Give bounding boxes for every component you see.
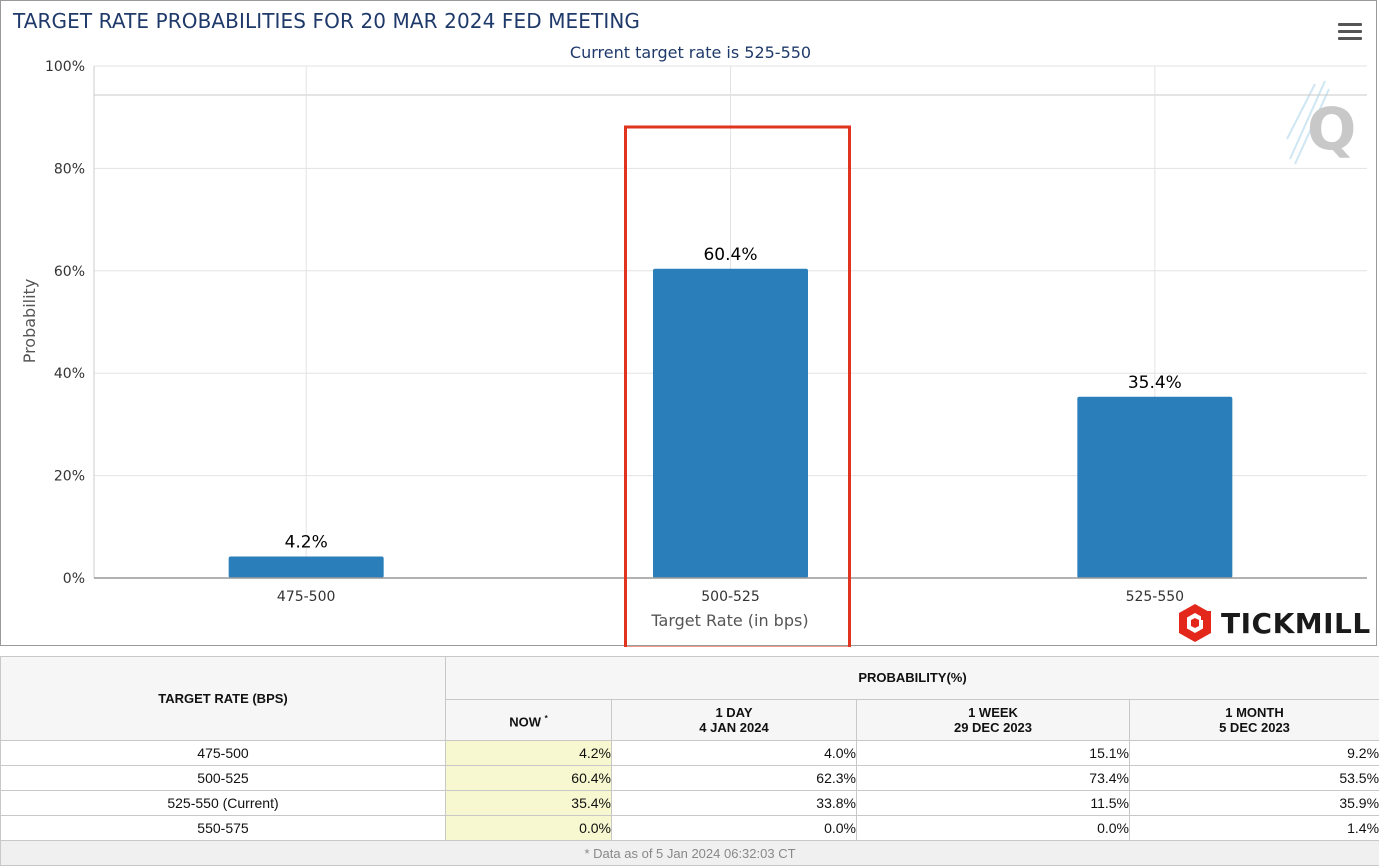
header-1-month: 1 MONTH 5 DEC 2023 [1128, 698, 1379, 741]
x-tick-label: 500-525 [701, 589, 760, 605]
now-cell: 0.0% [445, 815, 612, 841]
one-day-cell: 33.8% [611, 790, 857, 816]
now-cell: 60.4% [445, 765, 612, 791]
table-row: 525-550 (Current) 35.4% 33.8% 11.5% 35.9… [0, 790, 1379, 816]
now-cell: 4.2% [445, 740, 612, 766]
watermark-letter: Q [1307, 95, 1355, 163]
header-probability: PROBABILITY(%) [444, 656, 1379, 700]
table-row: 550-575 0.0% 0.0% 0.0% 1.4% [0, 815, 1379, 841]
chart-panel: TARGET RATE PROBABILITIES FOR 20 MAR 202… [0, 0, 1377, 647]
one-week-cell: 11.5% [856, 790, 1130, 816]
rate-cell: 475-500 [0, 740, 446, 766]
bar-chart: 0% 20% 40% 60% 80% 100% 4.2% 475-500 60.4% 500-52… [20, 59, 1367, 647]
bar [228, 556, 384, 578]
one-month-cell: 9.2% [1128, 740, 1379, 766]
one-week-cell: 73.4% [856, 765, 1130, 791]
chart-title: TARGET RATE PROBABILITIES FOR 20 MAR 202… [13, 9, 640, 33]
rate-cell: 525-550 (Current) [0, 790, 446, 816]
brand-name: TICKMILL [1221, 606, 1371, 640]
one-month-cell: 1.4% [1128, 815, 1379, 841]
one-day-cell: 4.0% [611, 740, 857, 766]
y-axis-title: Probability [20, 279, 39, 364]
highlight-box [624, 125, 851, 647]
x-tick-label: 525-550 [1126, 589, 1185, 605]
one-week-cell: 0.0% [856, 815, 1130, 841]
tickmill-logo: TICKMILL [1177, 603, 1371, 643]
probability-table-wrap: TARGET RATE (BPS) PROBABILITY(%) NOW * 1… [0, 656, 1379, 866]
data-timestamp-footnote: * Data as of 5 Jan 2024 06:32:03 CT [0, 840, 1379, 866]
y-tick-label: 80% [54, 161, 85, 177]
y-tick-label: 20% [54, 469, 85, 485]
y-tick-label: 0% [63, 571, 85, 587]
now-cell: 35.4% [445, 790, 612, 816]
y-tick-label: 40% [54, 366, 85, 382]
header-1-week: 1 WEEK 29 DEC 2023 [856, 698, 1130, 741]
data-label: 35.4% [1128, 373, 1182, 393]
header-target-rate: TARGET RATE (BPS) [0, 656, 446, 741]
x-axis-title: Target Rate (in bps) [650, 611, 808, 630]
y-tick-label: 60% [54, 264, 85, 280]
one-week-cell: 15.1% [856, 740, 1130, 766]
header-now: NOW * [445, 698, 612, 741]
q-watermark-icon: Q [1286, 80, 1355, 165]
x-tick-label: 475-500 [277, 589, 336, 605]
chart-subtitle: Current target rate is 525-550 [569, 43, 812, 62]
one-day-cell: 0.0% [611, 815, 857, 841]
probability-table: TARGET RATE (BPS) PROBABILITY(%) NOW * 1… [0, 656, 1379, 866]
hamburger-menu-icon[interactable] [1338, 23, 1362, 43]
one-month-cell: 53.5% [1128, 765, 1379, 791]
one-day-cell: 62.3% [611, 765, 857, 791]
rate-cell: 500-525 [0, 765, 446, 791]
table-row: 500-525 60.4% 62.3% 73.4% 53.5% [0, 765, 1379, 791]
one-month-cell: 35.9% [1128, 790, 1379, 816]
bar [653, 268, 808, 578]
data-label: 4.2% [285, 532, 328, 552]
table-row: 475-500 4.2% 4.0% 15.1% 9.2% [0, 740, 1379, 766]
data-label: 60.4% [703, 245, 757, 265]
y-tick-label: 100% [45, 59, 85, 75]
tickmill-hexagon-icon [1179, 604, 1211, 642]
bar [1077, 396, 1233, 578]
header-1-day: 1 DAY 4 JAN 2024 [611, 698, 857, 741]
rate-cell: 550-575 [0, 815, 446, 841]
